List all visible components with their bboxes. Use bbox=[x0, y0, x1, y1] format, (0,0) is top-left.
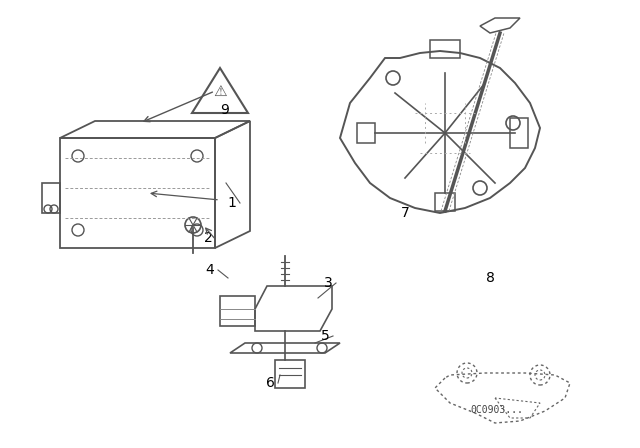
Text: 7: 7 bbox=[401, 206, 410, 220]
Text: 2: 2 bbox=[204, 231, 212, 245]
Text: ⚠: ⚠ bbox=[213, 83, 227, 99]
Text: 0C0903...: 0C0903... bbox=[470, 405, 524, 415]
Text: 6: 6 bbox=[266, 376, 275, 390]
Text: 3: 3 bbox=[324, 276, 332, 290]
Text: 1: 1 bbox=[228, 196, 236, 210]
Text: 4: 4 bbox=[205, 263, 214, 277]
Text: 5: 5 bbox=[321, 329, 330, 343]
Text: 8: 8 bbox=[486, 271, 495, 285]
Text: 9: 9 bbox=[221, 103, 229, 117]
